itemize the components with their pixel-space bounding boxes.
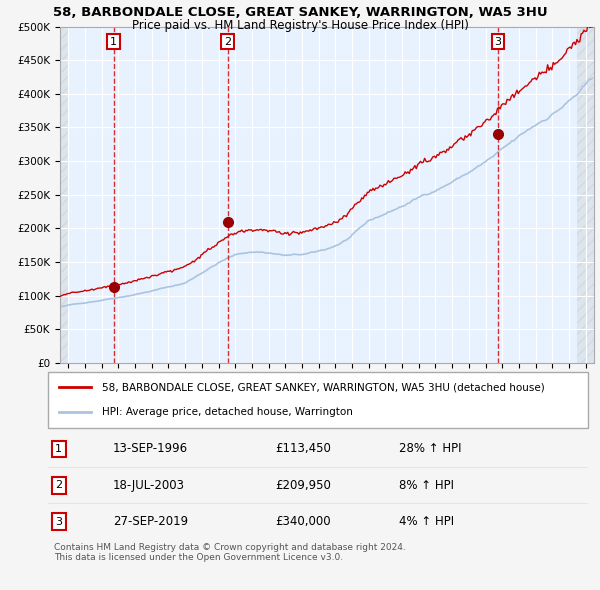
- Text: 2: 2: [55, 480, 62, 490]
- Text: HPI: Average price, detached house, Warrington: HPI: Average price, detached house, Warr…: [102, 407, 353, 417]
- Text: Contains HM Land Registry data © Crown copyright and database right 2024.
This d: Contains HM Land Registry data © Crown c…: [54, 543, 406, 562]
- Text: £209,950: £209,950: [275, 478, 331, 492]
- Text: 27-SEP-2019: 27-SEP-2019: [113, 515, 188, 528]
- Bar: [60, 27, 68, 363]
- Text: 3: 3: [494, 37, 502, 47]
- Text: 18-JUL-2003: 18-JUL-2003: [113, 478, 185, 492]
- Text: 3: 3: [55, 517, 62, 527]
- Text: 58, BARBONDALE CLOSE, GREAT SANKEY, WARRINGTON, WA5 3HU (detached house): 58, BARBONDALE CLOSE, GREAT SANKEY, WARR…: [102, 382, 545, 392]
- Text: £340,000: £340,000: [275, 515, 331, 528]
- Text: 1: 1: [110, 37, 117, 47]
- Text: 8% ↑ HPI: 8% ↑ HPI: [399, 478, 454, 492]
- Text: 4% ↑ HPI: 4% ↑ HPI: [399, 515, 454, 528]
- Text: 58, BARBONDALE CLOSE, GREAT SANKEY, WARRINGTON, WA5 3HU: 58, BARBONDALE CLOSE, GREAT SANKEY, WARR…: [53, 6, 547, 19]
- FancyBboxPatch shape: [48, 372, 588, 428]
- Text: 28% ↑ HPI: 28% ↑ HPI: [399, 442, 461, 455]
- Text: £113,450: £113,450: [275, 442, 331, 455]
- Text: 13-SEP-1996: 13-SEP-1996: [113, 442, 188, 455]
- Text: 1: 1: [55, 444, 62, 454]
- Text: 2: 2: [224, 37, 231, 47]
- Bar: [577, 27, 594, 363]
- Text: Price paid vs. HM Land Registry's House Price Index (HPI): Price paid vs. HM Land Registry's House …: [131, 19, 469, 32]
